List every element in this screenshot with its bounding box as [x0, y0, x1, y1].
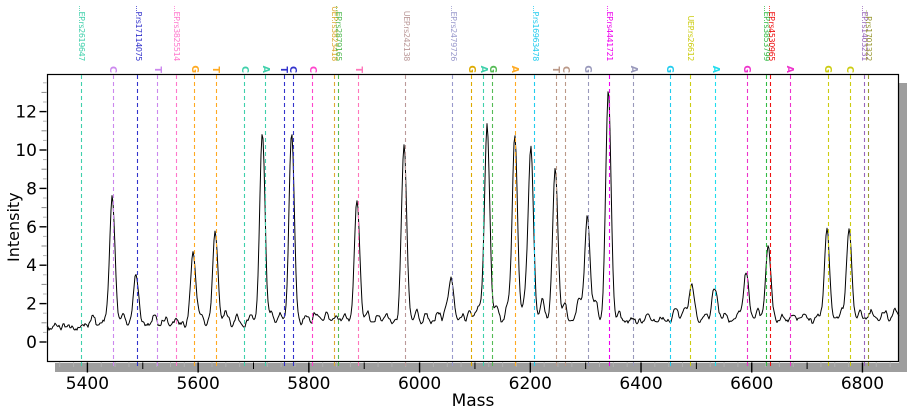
allele-letter: A	[259, 65, 271, 73]
snp-assay-label: ...EP.rs4441721	[605, 5, 615, 61]
plot-shadow-right	[899, 83, 907, 372]
allele-letter: G	[582, 65, 594, 73]
y-tick-label: 4	[26, 256, 37, 276]
allele-letter: C	[238, 66, 250, 73]
allele-letter: T	[550, 66, 562, 73]
allele-letter: C	[844, 66, 856, 73]
snp-assay-label: ...EP.rs3825514	[172, 5, 182, 61]
allele-letter: C	[559, 66, 571, 73]
x-axis: 5400 5600 5800 6000 6200 6400 6600 6800	[59, 362, 891, 394]
snp-assay-label: ...EP.rs2619647	[77, 5, 87, 61]
spectrum-trace	[46, 91, 900, 331]
allele-letter: C	[306, 66, 318, 73]
y-tick-label: 8	[26, 179, 37, 199]
y-tick-label: 0	[26, 333, 37, 353]
allele-letter: C	[287, 66, 299, 73]
snp-assay-label: ...EP.rs2879165	[334, 5, 344, 61]
x-tick-label: 6800	[841, 374, 884, 394]
allele-letter: A	[627, 65, 639, 73]
y-axis: 0 2 4 6 8 10 12	[15, 82, 47, 353]
plot-shadow-bottom	[55, 363, 907, 372]
allele-letter: G	[465, 65, 477, 73]
y-tick-label: 2	[26, 295, 37, 315]
y-tick-label: 6	[26, 218, 37, 238]
x-tick-label: 6200	[509, 374, 552, 394]
x-tick-label: 6600	[730, 374, 773, 394]
allele-letter: A	[509, 65, 521, 73]
x-tick-label: 6000	[398, 374, 441, 394]
allele-letter: G	[486, 65, 498, 73]
allele-letter: T	[151, 66, 163, 73]
snp-assay-label: UEP.rs26612	[686, 15, 696, 61]
allele-letter: A	[784, 65, 796, 73]
snp-assay-label: ...P.rs17114075	[133, 5, 143, 61]
allele-letter: T	[210, 66, 222, 73]
snp-assay-label: ...EP.rs4530965	[766, 5, 776, 61]
y-tick-label: 12	[15, 103, 37, 123]
y-tick-label: 10	[15, 141, 37, 161]
x-tick-label: 6400	[619, 374, 662, 394]
allele-letter: G	[741, 65, 753, 73]
x-axis-title: Mass	[451, 391, 495, 410]
allele-letter: G	[664, 65, 676, 73]
x-tick-label: 5800	[287, 374, 330, 394]
snp-assay-label: ...EP.rs2479726	[448, 5, 458, 61]
allele-letter: A	[709, 65, 721, 73]
y-axis-title: Intensity	[4, 192, 23, 262]
snp-assay-label: UEP.rs242138	[401, 10, 411, 61]
snp-assay-label: ...P.rs1701322	[864, 9, 874, 61]
snp-assay-label: ...P.rs16963478	[530, 5, 540, 61]
allele-letter: G	[822, 65, 834, 73]
x-tick-label: 5600	[177, 374, 220, 394]
x-tick-label: 5400	[66, 374, 109, 394]
allele-letter: C	[107, 66, 119, 73]
plot-frame	[46, 73, 900, 363]
allele-letter: T	[352, 66, 364, 73]
allele-letter: G	[188, 65, 200, 73]
